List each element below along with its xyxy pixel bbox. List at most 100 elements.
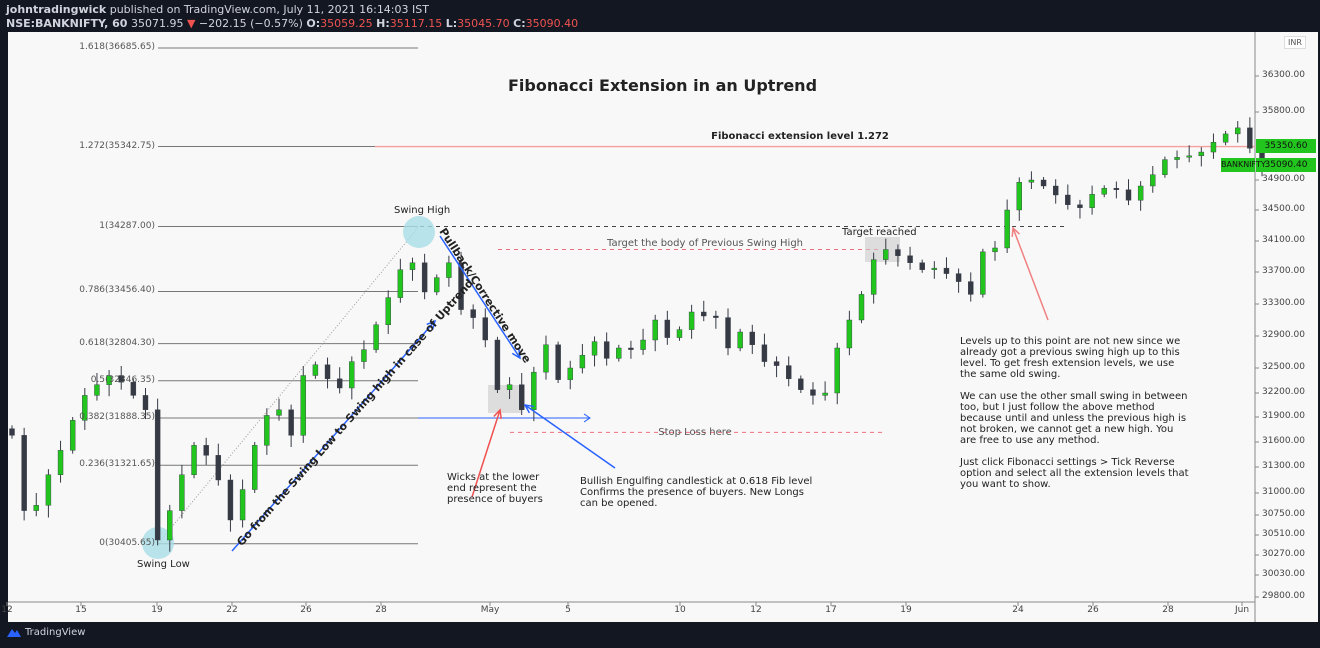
low-value: 35045.70 bbox=[457, 17, 510, 30]
price-tick-label: 35800.00 bbox=[1262, 106, 1305, 116]
candle-body bbox=[154, 409, 161, 541]
price-tick-label: 34900.00 bbox=[1262, 174, 1305, 184]
candle-body bbox=[494, 339, 501, 390]
candle-body bbox=[1162, 159, 1168, 175]
price-tick-label: 31900.00 bbox=[1262, 411, 1305, 421]
candle-body bbox=[409, 262, 416, 270]
candle-body bbox=[21, 435, 27, 511]
arrow-head-icon bbox=[511, 348, 521, 360]
candle-body bbox=[1077, 204, 1083, 208]
candle-body bbox=[798, 378, 804, 390]
candle-body bbox=[324, 364, 331, 380]
candle-body bbox=[664, 319, 671, 338]
publish-date: published on TradingView.com, July 11, 2… bbox=[109, 3, 429, 16]
candle-body bbox=[676, 329, 683, 338]
candle-body bbox=[1186, 155, 1192, 158]
candle-body bbox=[1222, 133, 1229, 143]
publish-info: johntradingwick published on TradingView… bbox=[6, 3, 429, 16]
candle-body bbox=[69, 420, 76, 451]
candle-body bbox=[142, 395, 149, 410]
time-tick-label: 12 bbox=[750, 605, 762, 615]
arrow-head-icon bbox=[523, 404, 535, 414]
arrow-head-icon bbox=[583, 413, 591, 423]
chart-title: Fibonacci Extension in an Uptrend bbox=[507, 76, 818, 95]
author-name[interactable]: johntradingwick bbox=[6, 3, 107, 16]
candle-body bbox=[531, 371, 537, 410]
candle-body bbox=[955, 273, 962, 282]
candle-body bbox=[239, 489, 246, 521]
time-tick-label: Jun bbox=[1234, 605, 1250, 615]
price-change: −202.15 (−0.57%) bbox=[198, 17, 303, 30]
candle-body bbox=[458, 262, 464, 310]
fib-level-label: 0.382(31888.35) bbox=[79, 411, 155, 422]
candle-body bbox=[737, 331, 743, 349]
candle-body bbox=[943, 267, 950, 274]
candle-body bbox=[373, 324, 379, 350]
symbol[interactable]: NSE:BANKNIFTY, 60 bbox=[6, 17, 128, 30]
candle-body bbox=[968, 281, 974, 295]
candle-body bbox=[130, 381, 137, 396]
candle-body bbox=[1028, 179, 1035, 183]
time-tick-label: 28 bbox=[1162, 605, 1174, 615]
arrow-head-icon bbox=[426, 319, 437, 330]
fib-level-label: 1.618(36685.65) bbox=[79, 41, 155, 52]
candle-body bbox=[9, 428, 15, 436]
candle-body bbox=[349, 361, 355, 389]
candle-body bbox=[616, 347, 622, 359]
close-value: 35090.40 bbox=[525, 17, 579, 30]
candle-body bbox=[1065, 194, 1071, 205]
candle-body bbox=[446, 262, 452, 278]
fib-level-label: 0.5(32346.35) bbox=[90, 374, 155, 385]
candle-body bbox=[361, 349, 367, 362]
low-label: L: bbox=[445, 17, 458, 30]
currency-badge[interactable]: INR bbox=[1284, 36, 1306, 49]
candle-body bbox=[688, 311, 695, 330]
candle-body bbox=[810, 389, 816, 396]
price-tick-label: 30030.00 bbox=[1262, 569, 1305, 579]
candle-body bbox=[992, 247, 998, 253]
wick-highlight-box bbox=[488, 385, 522, 413]
candle-body bbox=[749, 331, 755, 346]
candle-body bbox=[834, 347, 840, 394]
fib-level-label: 1.272(35342.75) bbox=[79, 140, 155, 151]
pullback-arrow bbox=[439, 235, 521, 359]
candle-body bbox=[1210, 142, 1217, 153]
time-tick-label: 19 bbox=[900, 605, 912, 615]
candle-body bbox=[980, 251, 986, 295]
open-label: O: bbox=[306, 17, 321, 30]
time-tick-label: 15 bbox=[75, 605, 87, 615]
tradingview-logo[interactable]: TradingView bbox=[6, 627, 85, 638]
fib-level-label: 0.786(33456.40) bbox=[79, 285, 155, 296]
fib-trend-line bbox=[157, 226, 420, 545]
candle-body bbox=[822, 392, 828, 396]
candle-body bbox=[179, 474, 185, 511]
candle-body bbox=[761, 344, 768, 362]
candle-body bbox=[167, 510, 173, 541]
price-tick-label: 33300.00 bbox=[1262, 298, 1305, 308]
time-tick-label: 17 bbox=[825, 605, 837, 615]
candle-body bbox=[1004, 209, 1010, 249]
fib-level-label: 0.618(32804.30) bbox=[79, 337, 155, 348]
swing-high-circle bbox=[403, 216, 435, 248]
time-tick-label: 24 bbox=[1012, 605, 1024, 615]
price-tick-label: 34100.00 bbox=[1262, 235, 1305, 245]
candle-body bbox=[701, 311, 707, 317]
candle-body bbox=[45, 474, 52, 506]
candle-body bbox=[870, 259, 877, 295]
price-tick-label: 30270.00 bbox=[1262, 549, 1305, 559]
candle-body bbox=[579, 355, 586, 369]
chart-pane[interactable] bbox=[8, 32, 1318, 622]
last-price-label: 35090.40 bbox=[1256, 158, 1316, 172]
candle-body bbox=[603, 341, 610, 359]
candle-body bbox=[1101, 188, 1107, 195]
candle-body bbox=[397, 269, 404, 298]
engulfing-arrow bbox=[524, 404, 616, 469]
candle-body bbox=[276, 409, 282, 416]
time-tick-label: May bbox=[480, 605, 500, 615]
target-reached-label: Target reached bbox=[842, 227, 917, 238]
time-tick-label: 22 bbox=[226, 605, 238, 615]
candle-body bbox=[919, 262, 925, 270]
candle-body bbox=[82, 395, 88, 421]
candle-body bbox=[1016, 182, 1022, 211]
